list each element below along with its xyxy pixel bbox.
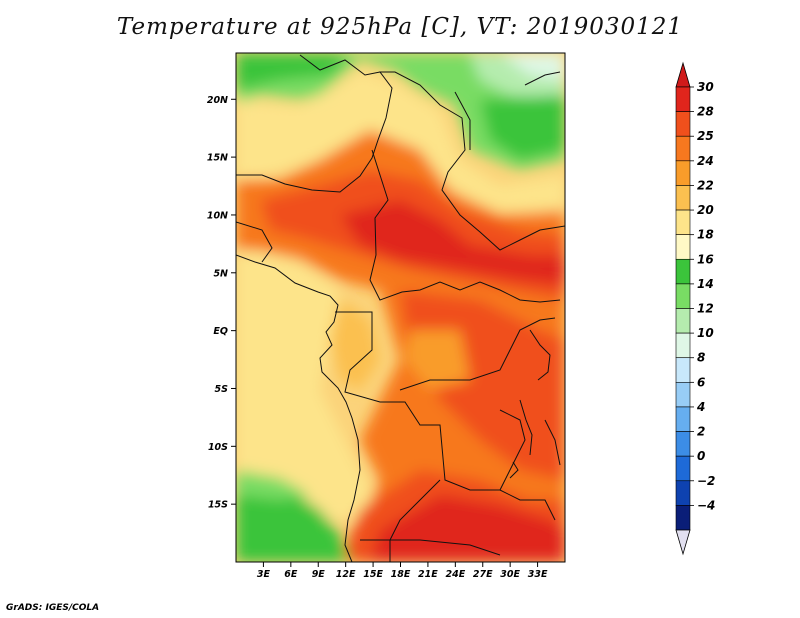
colorbar-label: 0 bbox=[697, 449, 705, 463]
lat-tick-label: 10N bbox=[207, 210, 228, 221]
colorbar-swatch bbox=[675, 185, 691, 211]
colorbar-label: 20 bbox=[697, 203, 714, 217]
colorbar-label: 10 bbox=[697, 326, 714, 340]
colorbar-swatch bbox=[675, 234, 691, 260]
colorbar-label: 16 bbox=[697, 252, 714, 266]
colorbar-swatch bbox=[675, 209, 691, 235]
lon-tick-label: 33E bbox=[528, 569, 548, 580]
lon-tick-label: 9E bbox=[312, 569, 326, 580]
lat-tick-label: EQ bbox=[213, 326, 228, 337]
colorbar-swatch bbox=[675, 480, 691, 506]
colorbar-swatch bbox=[675, 135, 691, 162]
colorbar-label: 22 bbox=[697, 178, 714, 192]
colorbar-label: 25 bbox=[697, 129, 714, 143]
colorbar-swatch bbox=[675, 431, 691, 457]
lat-tick-label: 10S bbox=[208, 442, 228, 453]
lon-tick-label: 24E bbox=[445, 569, 465, 580]
lon-tick-label: 15E bbox=[363, 569, 383, 580]
lat-tick-label: 5N bbox=[213, 268, 228, 279]
colorbar-swatch bbox=[675, 505, 691, 531]
lon-tick-label: 12E bbox=[336, 569, 356, 580]
colorbar-label: 24 bbox=[697, 154, 714, 168]
colorbar-label: 30 bbox=[697, 80, 714, 94]
colorbar-bottom-arrow bbox=[675, 529, 691, 556]
lat-tick-label: 15N bbox=[207, 153, 228, 164]
lon-tick-label: 3E bbox=[257, 569, 271, 580]
credit-text: GrADS: IGES/COLA bbox=[6, 603, 100, 613]
lat-tick-label: 20N bbox=[207, 95, 228, 106]
colorbar-swatch bbox=[675, 258, 691, 285]
colorbar-swatch bbox=[675, 308, 691, 334]
colorbar-swatch bbox=[675, 283, 691, 309]
colorbar-swatch bbox=[675, 160, 691, 186]
colorbar-top-arrow bbox=[675, 61, 691, 88]
colorbar-swatch bbox=[675, 332, 691, 359]
colorbar-label: 18 bbox=[697, 228, 714, 242]
colorbar-swatch bbox=[675, 406, 691, 432]
lon-tick-label: 27E bbox=[473, 569, 493, 580]
longitude-axis: 3E 6E 9E 12E 15E 18E 21E 24E 27E 30E 33E bbox=[257, 562, 548, 580]
lat-tick-label: 5S bbox=[215, 384, 229, 395]
colorbar-swatch bbox=[675, 357, 691, 383]
lon-tick-label: 18E bbox=[391, 569, 411, 580]
colorbar-label: 12 bbox=[697, 302, 714, 316]
colorbar-swatch bbox=[675, 86, 691, 112]
colorbar-label: 6 bbox=[697, 375, 705, 389]
political-boundaries bbox=[236, 54, 565, 562]
colorbar-label: 28 bbox=[697, 105, 714, 119]
latitude-axis: 20N 15N 10N 5N EQ 5S 10S 15S bbox=[207, 95, 236, 511]
lon-tick-label: 21E bbox=[418, 569, 438, 580]
colorbar-swatch bbox=[675, 455, 691, 482]
colorbar-label: 2 bbox=[697, 425, 705, 439]
lon-tick-label: 6E bbox=[284, 569, 298, 580]
colorbar-label: −2 bbox=[697, 474, 715, 488]
colorbar-label: 8 bbox=[697, 351, 705, 365]
colorbar-swatch bbox=[675, 111, 691, 137]
colorbar-label: −4 bbox=[697, 498, 715, 512]
lat-tick-label: 15S bbox=[208, 500, 228, 511]
map-title: Temperature at 925hPa [C], VT: 201903012… bbox=[116, 14, 684, 40]
lon-tick-label: 30E bbox=[500, 569, 520, 580]
colorbar-label: 4 bbox=[696, 400, 705, 414]
temperature-field bbox=[236, 53, 565, 562]
colorbar-label: 14 bbox=[697, 277, 714, 291]
colorbar-swatch bbox=[675, 382, 691, 408]
